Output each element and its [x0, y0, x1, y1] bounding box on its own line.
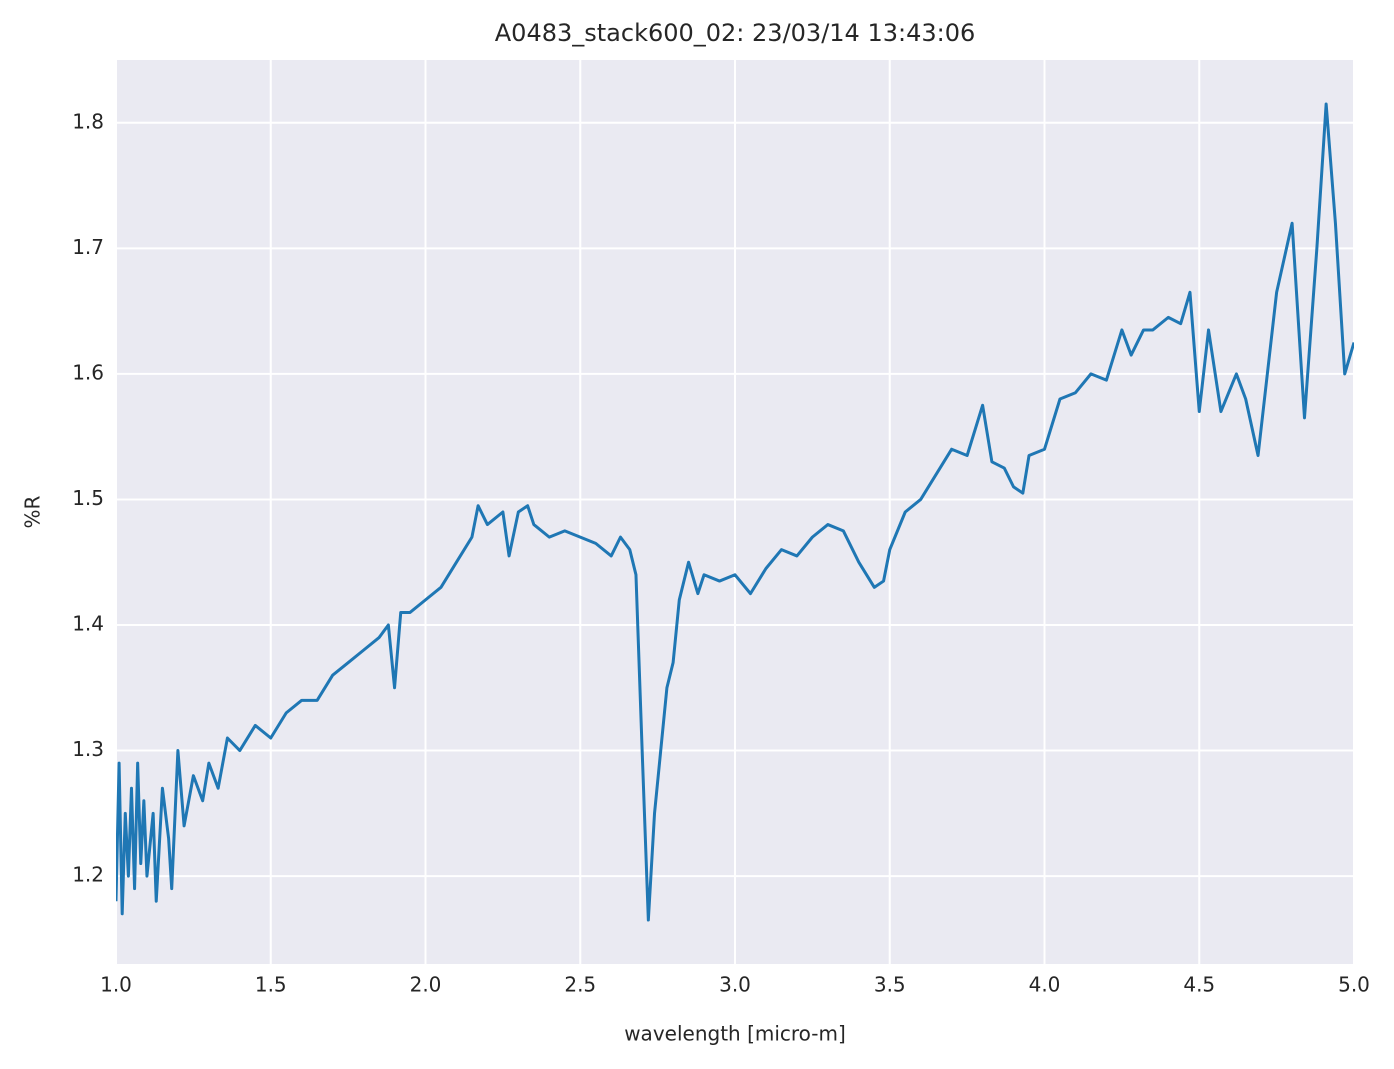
x-tick-label: 3.5: [874, 973, 906, 997]
y-tick-label: 1.2: [72, 863, 104, 887]
y-axis-label: %R: [21, 495, 45, 528]
x-tick-label: 2.0: [410, 973, 442, 997]
x-axis-label: wavelength [micro-m]: [624, 1022, 846, 1046]
x-tick-label: 1.5: [255, 973, 287, 997]
y-tick-label: 1.3: [72, 737, 104, 761]
data-line: [116, 102, 1354, 922]
y-tick-label: 1.7: [72, 235, 104, 259]
x-tick-label: 4.5: [1183, 973, 1215, 997]
chart-title: A0483_stack600_02: 23/03/14 13:43:06: [495, 19, 975, 47]
x-tick-label: 5.0: [1338, 973, 1370, 997]
x-tick-label: 1.0: [100, 973, 132, 997]
x-tick-label: 2.5: [564, 973, 596, 997]
y-tick-label: 1.5: [72, 486, 104, 510]
y-tick-label: 1.6: [72, 360, 104, 384]
x-tick-label: 3.0: [719, 973, 751, 997]
x-tick-label: 4.0: [1029, 973, 1061, 997]
y-tick-label: 1.4: [72, 612, 104, 636]
y-tick-label: 1.8: [72, 109, 104, 133]
